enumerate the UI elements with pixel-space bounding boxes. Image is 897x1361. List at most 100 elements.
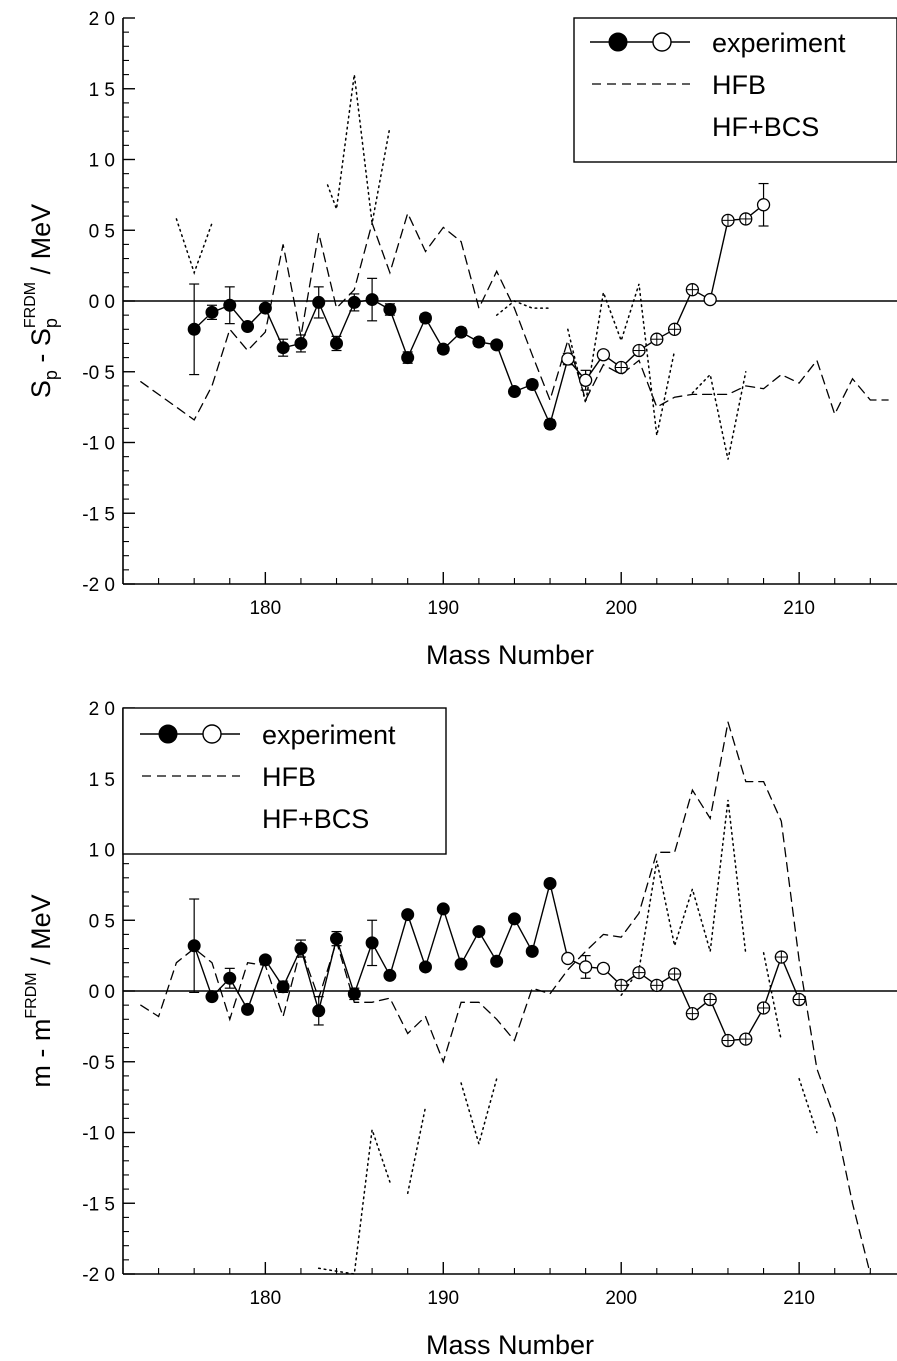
chart-2-legend-label: HF+BCS [262,804,369,834]
chart-1-legend-label: experiment [712,28,846,58]
chart-2-legend-label: HFB [262,762,316,792]
chart-2-data-point [561,951,575,966]
chart-2-hf-bcs-line [798,1077,818,1134]
chart-2-ytick-label: 1 0 [89,841,115,862]
chart-1-ytick-label: 1 0 [89,151,115,172]
chart-2-data-point [454,957,468,971]
chart-1-data-point [312,295,326,309]
chart-2: 2 0 1 5 1 0 0 5 0 0 -0 5 -1 0 -1 5 -2 0 180 190 200… [23,699,897,1360]
chart-1-data-point [365,293,379,307]
chart-2-data-point [472,925,486,939]
chart-1-legend-filled-marker [608,32,628,52]
chart-1-hf-bcs-line [175,218,213,275]
chart-1-ytick-label: -1 0 [82,434,115,455]
chart-2-y-axis-title: m - mFRDM / MeV [23,894,56,1087]
chart-2-ytick-label: 1 5 [89,770,115,791]
chart-1-data-point [276,341,290,355]
chart-2-data-point [525,944,539,958]
chart-2-data-point [490,954,504,968]
chart-1-x-axis-title: Mass Number [426,640,594,670]
chart-1-ytick-label: -0 5 [82,363,115,384]
chart-2-data-point [312,1004,326,1018]
chart-1-data-point [703,292,717,307]
chart-2-data-point [241,1002,255,1016]
chart-1-data-point [472,335,486,349]
chart-1-y-axis-title: Sp - SpFRDM / MeV [22,204,61,398]
chart-2-data-point [436,902,450,916]
chart-2-data-point [347,987,361,1001]
chart-2-data-point [330,932,344,946]
chart-1-legend-open-marker [652,32,672,52]
chart-2-data-point [294,942,308,956]
chart-1-data-point [543,417,557,431]
chart-1-data-point [578,373,593,387]
chart-2-xtick-label: 180 [249,1288,281,1309]
chart-2-data-point [543,876,557,890]
chart-1-legend-label: HFB [712,70,766,100]
chart-2-ytick-label: 2 0 [89,699,115,720]
chart-1-data-point [436,342,450,356]
chart-1-data-point [454,325,468,339]
chart-2-data-point [578,960,593,974]
chart-1-xtick-label: 190 [427,598,459,619]
chart-2-legend-filled-marker [158,724,178,744]
chart-2-hf-bcs-line [762,952,783,1042]
chart-1-hf-bcs-line [691,371,747,460]
chart-2-legend-label: experiment [262,720,396,750]
chart-2-data-point [365,936,379,950]
chart-2-data-point [596,961,611,976]
chart-2-legend-open-marker [202,724,222,744]
chart-2-data-point [258,953,272,967]
chart-2-hf-bcs-line [317,1129,391,1275]
chart-2-data-point [383,968,397,982]
chart-2-ytick-label: -2 0 [82,1265,115,1286]
chart-1-data-point [596,348,611,362]
chart-1-xtick-label: 210 [783,598,815,619]
chart-2-hf-bcs-line [406,1106,427,1195]
chart-1-data-point [241,319,255,333]
chart-2-data-point [223,971,237,985]
chart-1-data-point [347,295,361,309]
chart-1-data-point [756,198,771,212]
chart-2-data-point [187,939,201,953]
chart-1-data-point [223,298,237,312]
chart-1-data-point [490,338,504,352]
chart-1-data-point [507,385,521,399]
chart-1-data-point [187,322,201,336]
chart-2-hf-bcs-line [460,1077,498,1147]
chart-1-data-point [525,377,539,391]
chart-2-data-point [401,908,415,922]
chart-1-data-point [401,351,415,365]
chart-2-data-point [507,912,521,926]
chart-2-xtick-label: 190 [427,1288,459,1309]
chart-1-ytick-label: 1 5 [89,80,115,101]
chart-1-data-point [294,336,308,350]
chart-2-data-point [418,960,432,974]
chart-1-data-point [561,352,575,366]
chart-1-hfb-line [140,211,889,421]
chart-1-xtick-label: 200 [605,598,637,619]
chart-2-legend: experiment HFB HF+BCS [122,707,447,855]
chart-1: 2 0 1 5 1 0 0 5 0 0 -0 5 -1 0 -1 5 -2 0 180 190 200… [22,9,897,670]
chart-2-data-point [276,980,290,994]
chart-1-legend-label: HF+BCS [712,112,819,142]
chart-2-ytick-label: 0 0 [89,982,115,1003]
chart-2-hf-bcs-line [620,799,747,996]
chart-2-data-point [205,990,219,1004]
chart-2-ytick-label: 0 5 [89,911,115,932]
chart-1-data-point [330,336,344,350]
chart-1-hf-bcs-line [495,300,551,316]
chart-1-experiment-line [193,204,765,427]
chart-1-hf-bcs-line [326,74,391,224]
chart-2-xtick-label: 210 [783,1288,815,1309]
chart-1-data-point [205,305,219,319]
chart-2-ytick-label: -1 5 [82,1194,115,1215]
chart-2-ytick-label: -1 0 [82,1124,115,1145]
chart-1-data-point [383,302,397,316]
chart-1-ytick-label: 0 5 [89,221,115,242]
chart-1-ytick-label: -2 0 [82,575,115,596]
chart-2-xtick-label: 200 [605,1288,637,1309]
chart-2-x-axis-title: Mass Number [426,1330,594,1360]
chart-1-data-point [418,311,432,325]
